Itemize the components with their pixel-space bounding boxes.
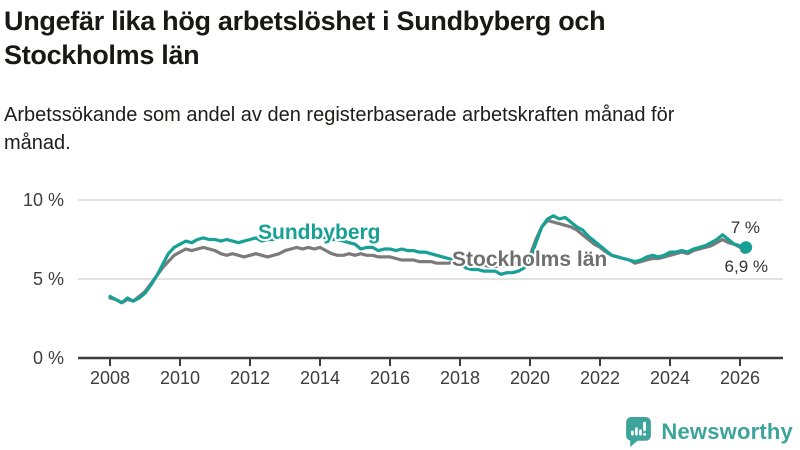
y-axis-labels: 0 % 5 % 10 % [23, 190, 64, 368]
newsworthy-logo-text: Newsworthy [661, 419, 793, 444]
x-tick-label: 2010 [160, 368, 200, 388]
y-tick-label: 0 % [33, 348, 64, 368]
y-tick-label: 10 % [23, 190, 64, 210]
newsworthy-logo[interactable]: Newsworthy [625, 417, 793, 447]
series-label-stockholms-lan: Stockholms län [452, 248, 607, 271]
x-tick-label: 2020 [510, 368, 550, 388]
x-tick-label: 2016 [370, 368, 410, 388]
x-tick-label: 2018 [440, 368, 480, 388]
x-tick-label: 2026 [720, 368, 760, 388]
series-labels: Sundbyberg Stockholms län [256, 219, 609, 273]
series-line-sundbyberg [108, 214, 748, 305]
series-label-sundbyberg: Sundbyberg [258, 221, 381, 244]
x-axis: 2008 2010 2012 2014 2016 2018 2020 2022 2024 2026 [78, 356, 783, 388]
gridlines [78, 199, 783, 280]
newsworthy-logo-icon [626, 417, 652, 447]
series-lines [108, 214, 748, 305]
end-value-sundbyberg: 7 % [731, 218, 760, 237]
end-value-stockholms-lan: 6,9 % [725, 257, 768, 276]
page-title: Ungefär lika hög arbetslöshet i Sundbybe… [4, 6, 606, 71]
series-endpoint-dots [739, 241, 753, 254]
x-tick-label: 2022 [580, 368, 620, 388]
y-tick-label: 5 % [33, 269, 64, 289]
x-tick-label: 2014 [300, 368, 340, 388]
x-tick-label: 2024 [650, 368, 690, 388]
sundbyberg-end-dot [739, 241, 753, 254]
x-tick-label: 2008 [90, 368, 130, 388]
series-line-stockholms-lan [108, 218, 748, 305]
series-end-value-labels: 7 % 6,9 % [723, 217, 769, 278]
x-tick-label: 2012 [230, 368, 270, 388]
page-subtitle: Arbetssökande som andel av den registerb… [4, 104, 675, 154]
